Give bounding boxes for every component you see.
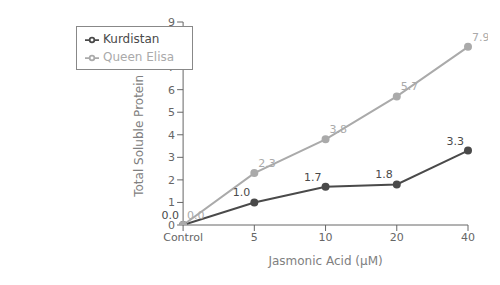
svg-text:9: 9 (168, 16, 175, 29)
svg-text:5: 5 (168, 106, 175, 119)
svg-text:8: 8 (168, 38, 175, 51)
svg-text:1: 1 (168, 196, 175, 209)
svg-text:0.0: 0.0 (162, 209, 180, 222)
svg-text:1.7: 1.7 (304, 171, 322, 184)
svg-text:0.0: 0.0 (187, 209, 205, 222)
svg-text:2: 2 (168, 174, 175, 187)
svg-text:7.9: 7.9 (472, 31, 488, 44)
svg-text:20: 20 (390, 231, 404, 244)
svg-text:3.3: 3.3 (447, 135, 465, 148)
svg-text:10: 10 (319, 231, 333, 244)
svg-text:5: 5 (251, 231, 258, 244)
svg-text:5.7: 5.7 (401, 80, 419, 93)
svg-text:7: 7 (168, 61, 175, 74)
html-text:Queen Elisa: Queen Elisa (103, 50, 175, 64)
svg-text:2.3: 2.3 (258, 157, 276, 170)
svg-text:Control: Control (163, 231, 203, 244)
svg-text:3: 3 (168, 151, 175, 164)
svg-text:1.0: 1.0 (233, 186, 251, 199)
svg-text:4: 4 (168, 129, 175, 142)
svg-text:3.8: 3.8 (330, 123, 348, 136)
html-text:Kurdistan: Kurdistan (103, 32, 160, 46)
svg-text:1.8: 1.8 (375, 168, 393, 181)
svg-text:Jasmonic Acid (μM): Jasmonic Acid (μM) (267, 254, 382, 268)
svg-text:6: 6 (168, 84, 175, 97)
svg-text:0: 0 (168, 218, 176, 232)
svg-text:40: 40 (461, 231, 475, 244)
svg-text:Total Soluble Protein (%): Total Soluble Protein (%) (132, 50, 146, 198)
